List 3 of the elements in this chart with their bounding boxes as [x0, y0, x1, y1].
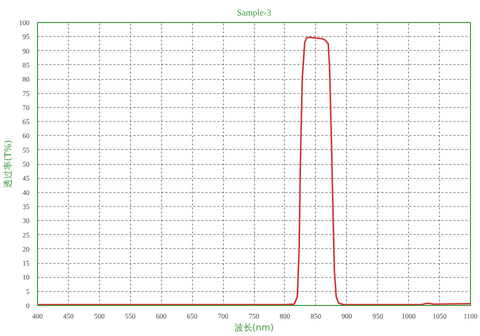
chart-title: Sample-3	[236, 8, 272, 18]
x-axis-title: 波长(nm)	[234, 322, 274, 334]
y-axis-title: 透过率(T%)	[3, 140, 14, 188]
